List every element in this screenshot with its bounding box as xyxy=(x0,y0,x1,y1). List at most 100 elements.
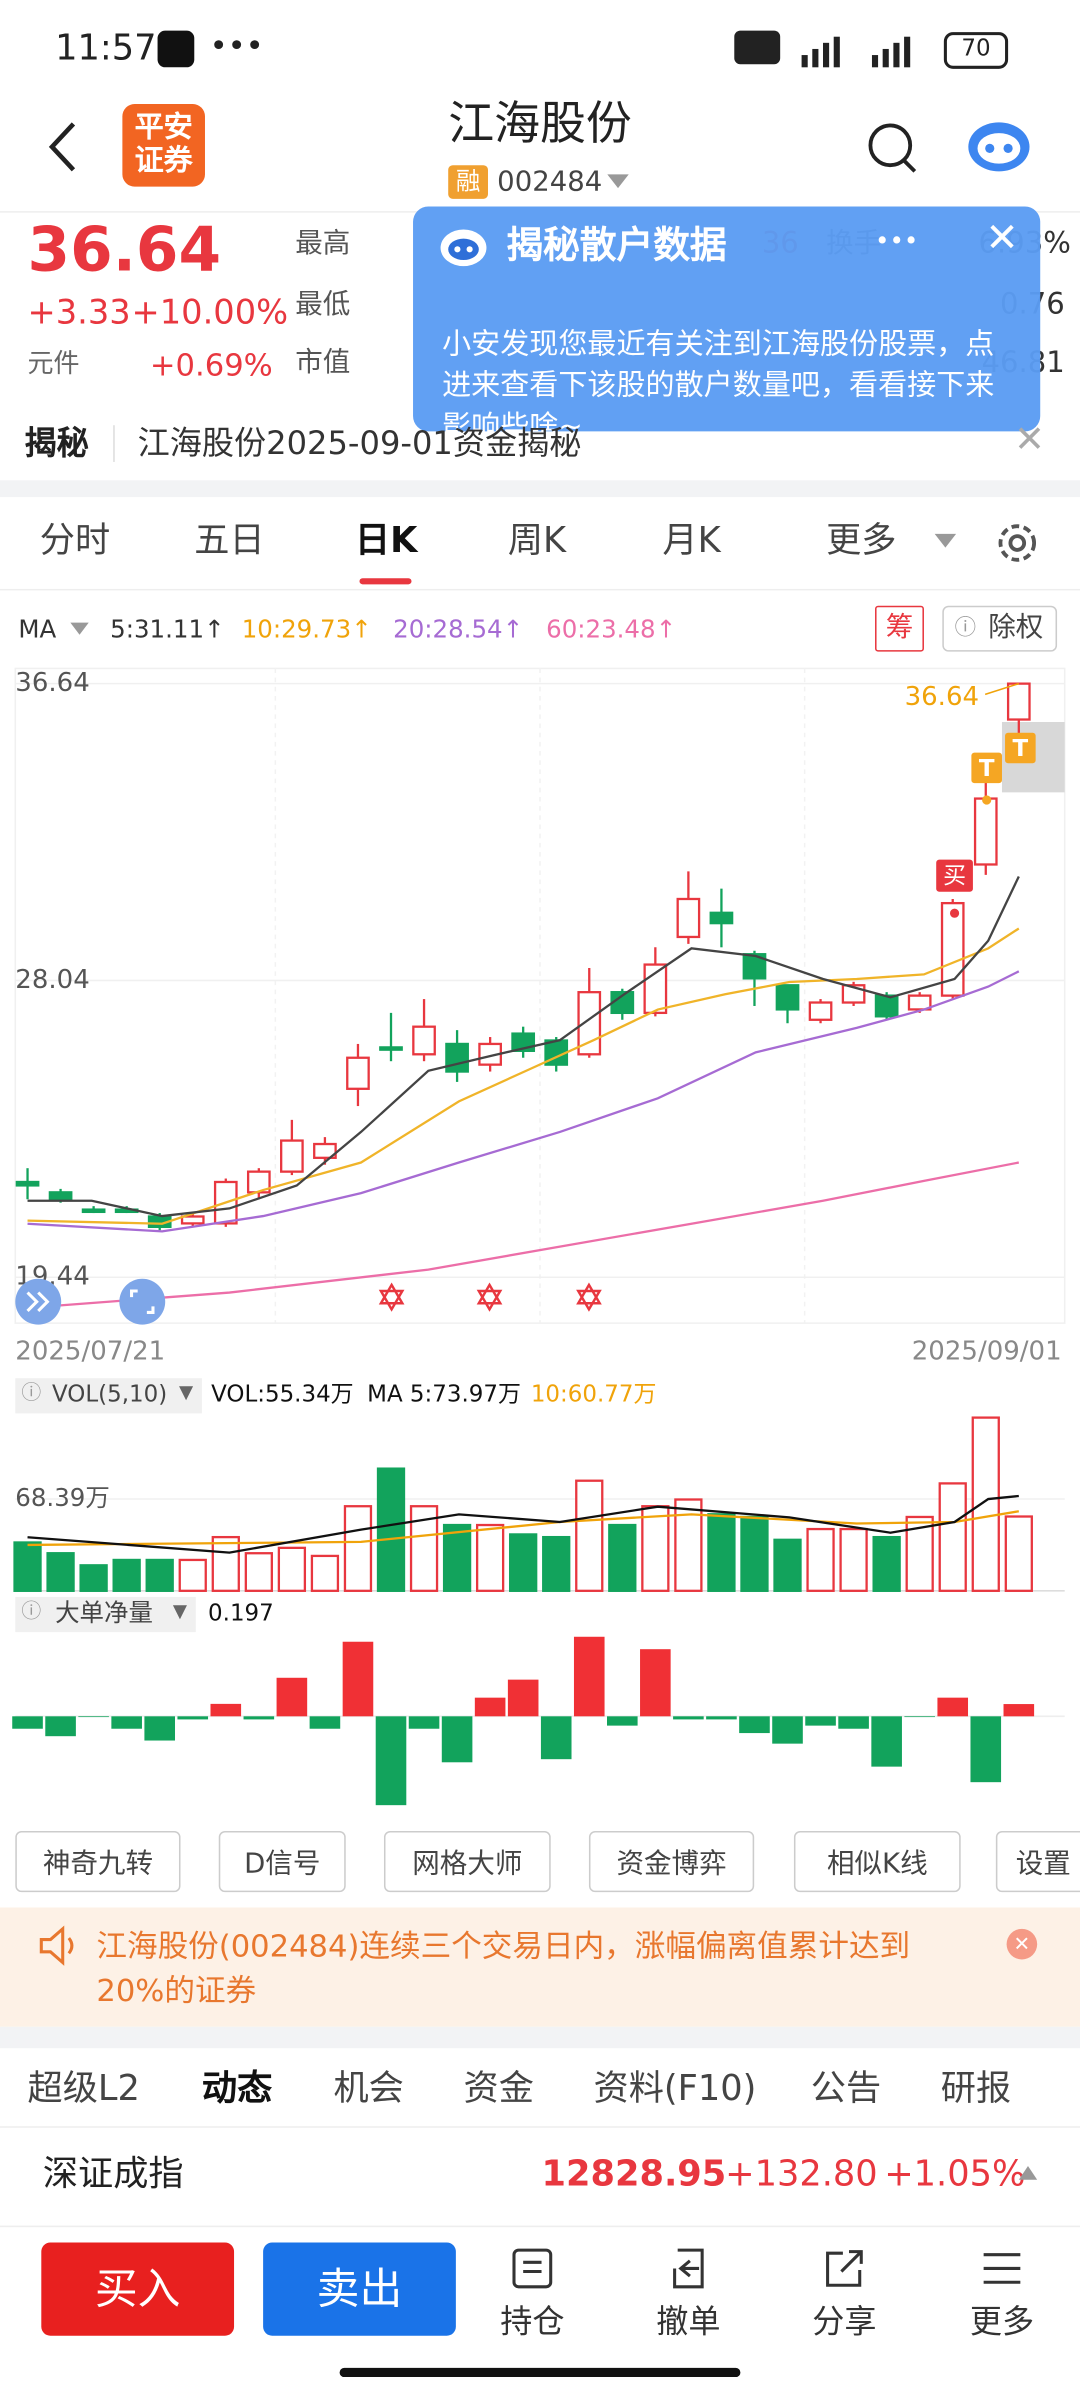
popup-close[interactable]: ✕ xyxy=(985,215,1019,262)
action-label[interactable]: 分享 xyxy=(812,2303,877,2341)
sell-button[interactable] xyxy=(263,2242,456,2336)
net-flow-bar xyxy=(12,1716,43,1729)
adjust-button[interactable] xyxy=(942,605,1058,652)
info-tab[interactable]: 机会 xyxy=(333,2069,404,2110)
tab[interactable]: 月K xyxy=(662,521,721,562)
tool-button[interactable]: 神奇九转 xyxy=(15,1830,181,1893)
signal-icons xyxy=(801,36,911,68)
tab[interactable]: 更多 xyxy=(826,521,897,562)
volume-bar xyxy=(211,1535,240,1592)
candle-body xyxy=(180,1215,205,1225)
tool-button[interactable]: 设置 xyxy=(995,1830,1080,1893)
separator xyxy=(0,480,1080,498)
info-tab[interactable]: 超级L2 xyxy=(27,2069,140,2110)
candle-body xyxy=(412,1025,436,1056)
fullscreen-button[interactable] xyxy=(119,1278,166,1325)
back-button[interactable] xyxy=(43,119,86,174)
news-close[interactable]: ✕ xyxy=(1014,417,1045,461)
alert-banner[interactable] xyxy=(0,1907,1080,2027)
net-flow-bar xyxy=(210,1703,242,1717)
position-icon[interactable] xyxy=(509,2246,555,2292)
tab-active[interactable]: 日K xyxy=(354,521,418,562)
candle-body xyxy=(874,994,899,1018)
stock-title: 江海股份 xyxy=(448,97,632,152)
candle-body xyxy=(940,901,965,997)
info-tab[interactable]: 资金 xyxy=(463,2069,534,2110)
volume-bar xyxy=(376,1467,406,1592)
cancel-icon[interactable] xyxy=(665,2246,711,2292)
volume-bar xyxy=(343,1505,373,1592)
ma-value: 60:23.48↑ xyxy=(546,614,677,644)
share-icon[interactable] xyxy=(821,2246,867,2292)
info-tab-active[interactable]: 动态 xyxy=(201,2069,273,2110)
alert-close[interactable]: ✕ xyxy=(1006,1928,1038,1960)
t-marker xyxy=(971,752,1002,784)
tool-button[interactable]: 网格大师 xyxy=(383,1830,551,1893)
info-tab[interactable]: 资料(F10) xyxy=(593,2069,757,2110)
volume-bar xyxy=(806,1527,835,1592)
popup-icon xyxy=(440,229,487,267)
net-flow-bar xyxy=(111,1716,142,1729)
hd-icon xyxy=(734,30,781,65)
logo-text: 平安 xyxy=(134,110,193,144)
info-tab[interactable]: 研报 xyxy=(940,2069,1012,2110)
tool-button[interactable]: 相似K线 xyxy=(793,1830,961,1893)
news-text[interactable]: 江海股份2025-09-01资金揭秘 xyxy=(137,425,582,462)
candle-body xyxy=(808,1001,833,1021)
x-tick-label: 2025/07/21 xyxy=(15,1337,165,1367)
settings-icon[interactable] xyxy=(994,520,1040,566)
index-pct: +1.05% xyxy=(884,2154,1026,2195)
info-tab[interactable]: 公告 xyxy=(810,2069,882,2110)
net-flow-bar xyxy=(640,1649,671,1717)
last-price-label: 36.64 xyxy=(905,682,979,712)
code-dropdown[interactable] xyxy=(606,173,630,191)
more-icon[interactable] xyxy=(979,2246,1025,2292)
volume-bar xyxy=(839,1527,868,1592)
buy-button[interactable] xyxy=(41,2242,235,2336)
volume-bar xyxy=(674,1498,703,1592)
net-flow-bar xyxy=(673,1716,704,1720)
t-marker xyxy=(1005,732,1036,764)
unit-change: +0.69% xyxy=(149,346,273,384)
separator xyxy=(0,2026,1080,2049)
net-flow-bar xyxy=(970,1716,1002,1783)
net-selector[interactable] xyxy=(15,1596,196,1633)
buy-marker xyxy=(936,859,973,892)
assistant-icon[interactable] xyxy=(964,113,1034,174)
index-change: +132.80 xyxy=(725,2154,878,2195)
net-flow-bar xyxy=(45,1716,76,1737)
net-flow-bar xyxy=(309,1716,341,1729)
tool-button[interactable]: 资金博弈 xyxy=(588,1830,755,1893)
sell-label: 卖出 xyxy=(316,2263,403,2315)
vol-selector[interactable] xyxy=(15,1378,202,1414)
divider xyxy=(113,425,115,462)
action-label[interactable]: 更多 xyxy=(969,2303,1035,2341)
popup-more[interactable]: ••• xyxy=(875,226,919,256)
net-flow-bar xyxy=(540,1716,572,1760)
ma-label[interactable]: MA xyxy=(18,614,57,644)
tab[interactable]: 周K xyxy=(507,521,567,562)
dropdown: ▼ xyxy=(178,1381,194,1403)
tool-button[interactable]: D信号 xyxy=(218,1830,346,1893)
divider xyxy=(0,2225,1080,2228)
tab[interactable]: 分时 xyxy=(39,521,111,562)
tab[interactable]: 五日 xyxy=(194,521,265,562)
search-button[interactable] xyxy=(864,119,919,177)
volume-bar xyxy=(971,1416,1000,1592)
buy-label: 买入 xyxy=(94,2263,181,2315)
chip-button[interactable] xyxy=(875,605,924,652)
action-label[interactable]: 撤单 xyxy=(656,2303,721,2341)
popup[interactable] xyxy=(413,206,1041,432)
popup-title: 揭秘散户数据 xyxy=(506,223,727,267)
y-tick-label: 36.64 xyxy=(15,668,89,698)
divider xyxy=(0,2126,1080,2128)
volume-bar xyxy=(79,1564,108,1592)
candle-body xyxy=(313,1142,337,1159)
index-expand[interactable] xyxy=(1017,2163,1038,2181)
volume-bar xyxy=(310,1554,340,1592)
t-marker-label: T xyxy=(979,756,995,782)
annotation-line xyxy=(984,682,1020,696)
chip-label: 筹 xyxy=(885,611,914,644)
action-label[interactable]: 持仓 xyxy=(500,2303,565,2341)
